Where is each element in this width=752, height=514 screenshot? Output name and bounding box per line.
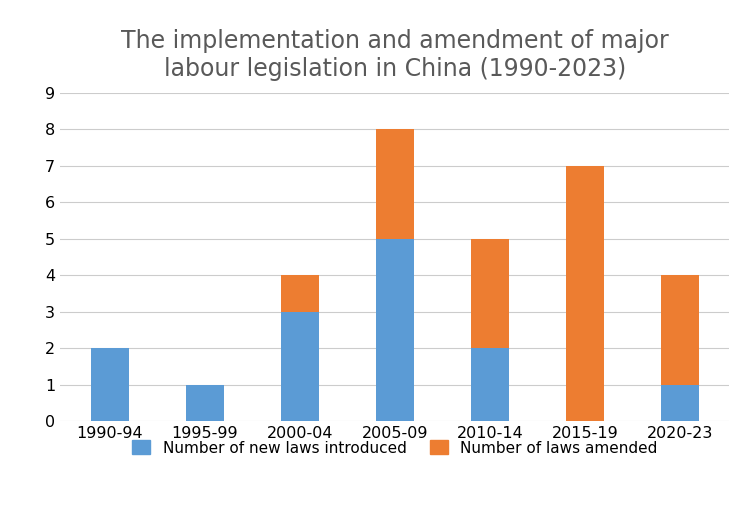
Title: The implementation and amendment of major
labour legislation in China (1990-2023: The implementation and amendment of majo…	[121, 29, 669, 81]
Bar	[280, 276, 319, 312]
Bar	[280, 312, 319, 421]
Bar	[471, 238, 509, 348]
Bar	[661, 276, 699, 385]
Legend: Number of new laws introduced, Number of laws amended: Number of new laws introduced, Number of…	[125, 433, 665, 463]
Bar	[471, 348, 509, 421]
Bar	[376, 238, 414, 421]
Bar	[661, 385, 699, 421]
Bar	[376, 129, 414, 238]
Bar	[90, 348, 129, 421]
Bar	[566, 166, 604, 421]
Bar	[186, 385, 223, 421]
